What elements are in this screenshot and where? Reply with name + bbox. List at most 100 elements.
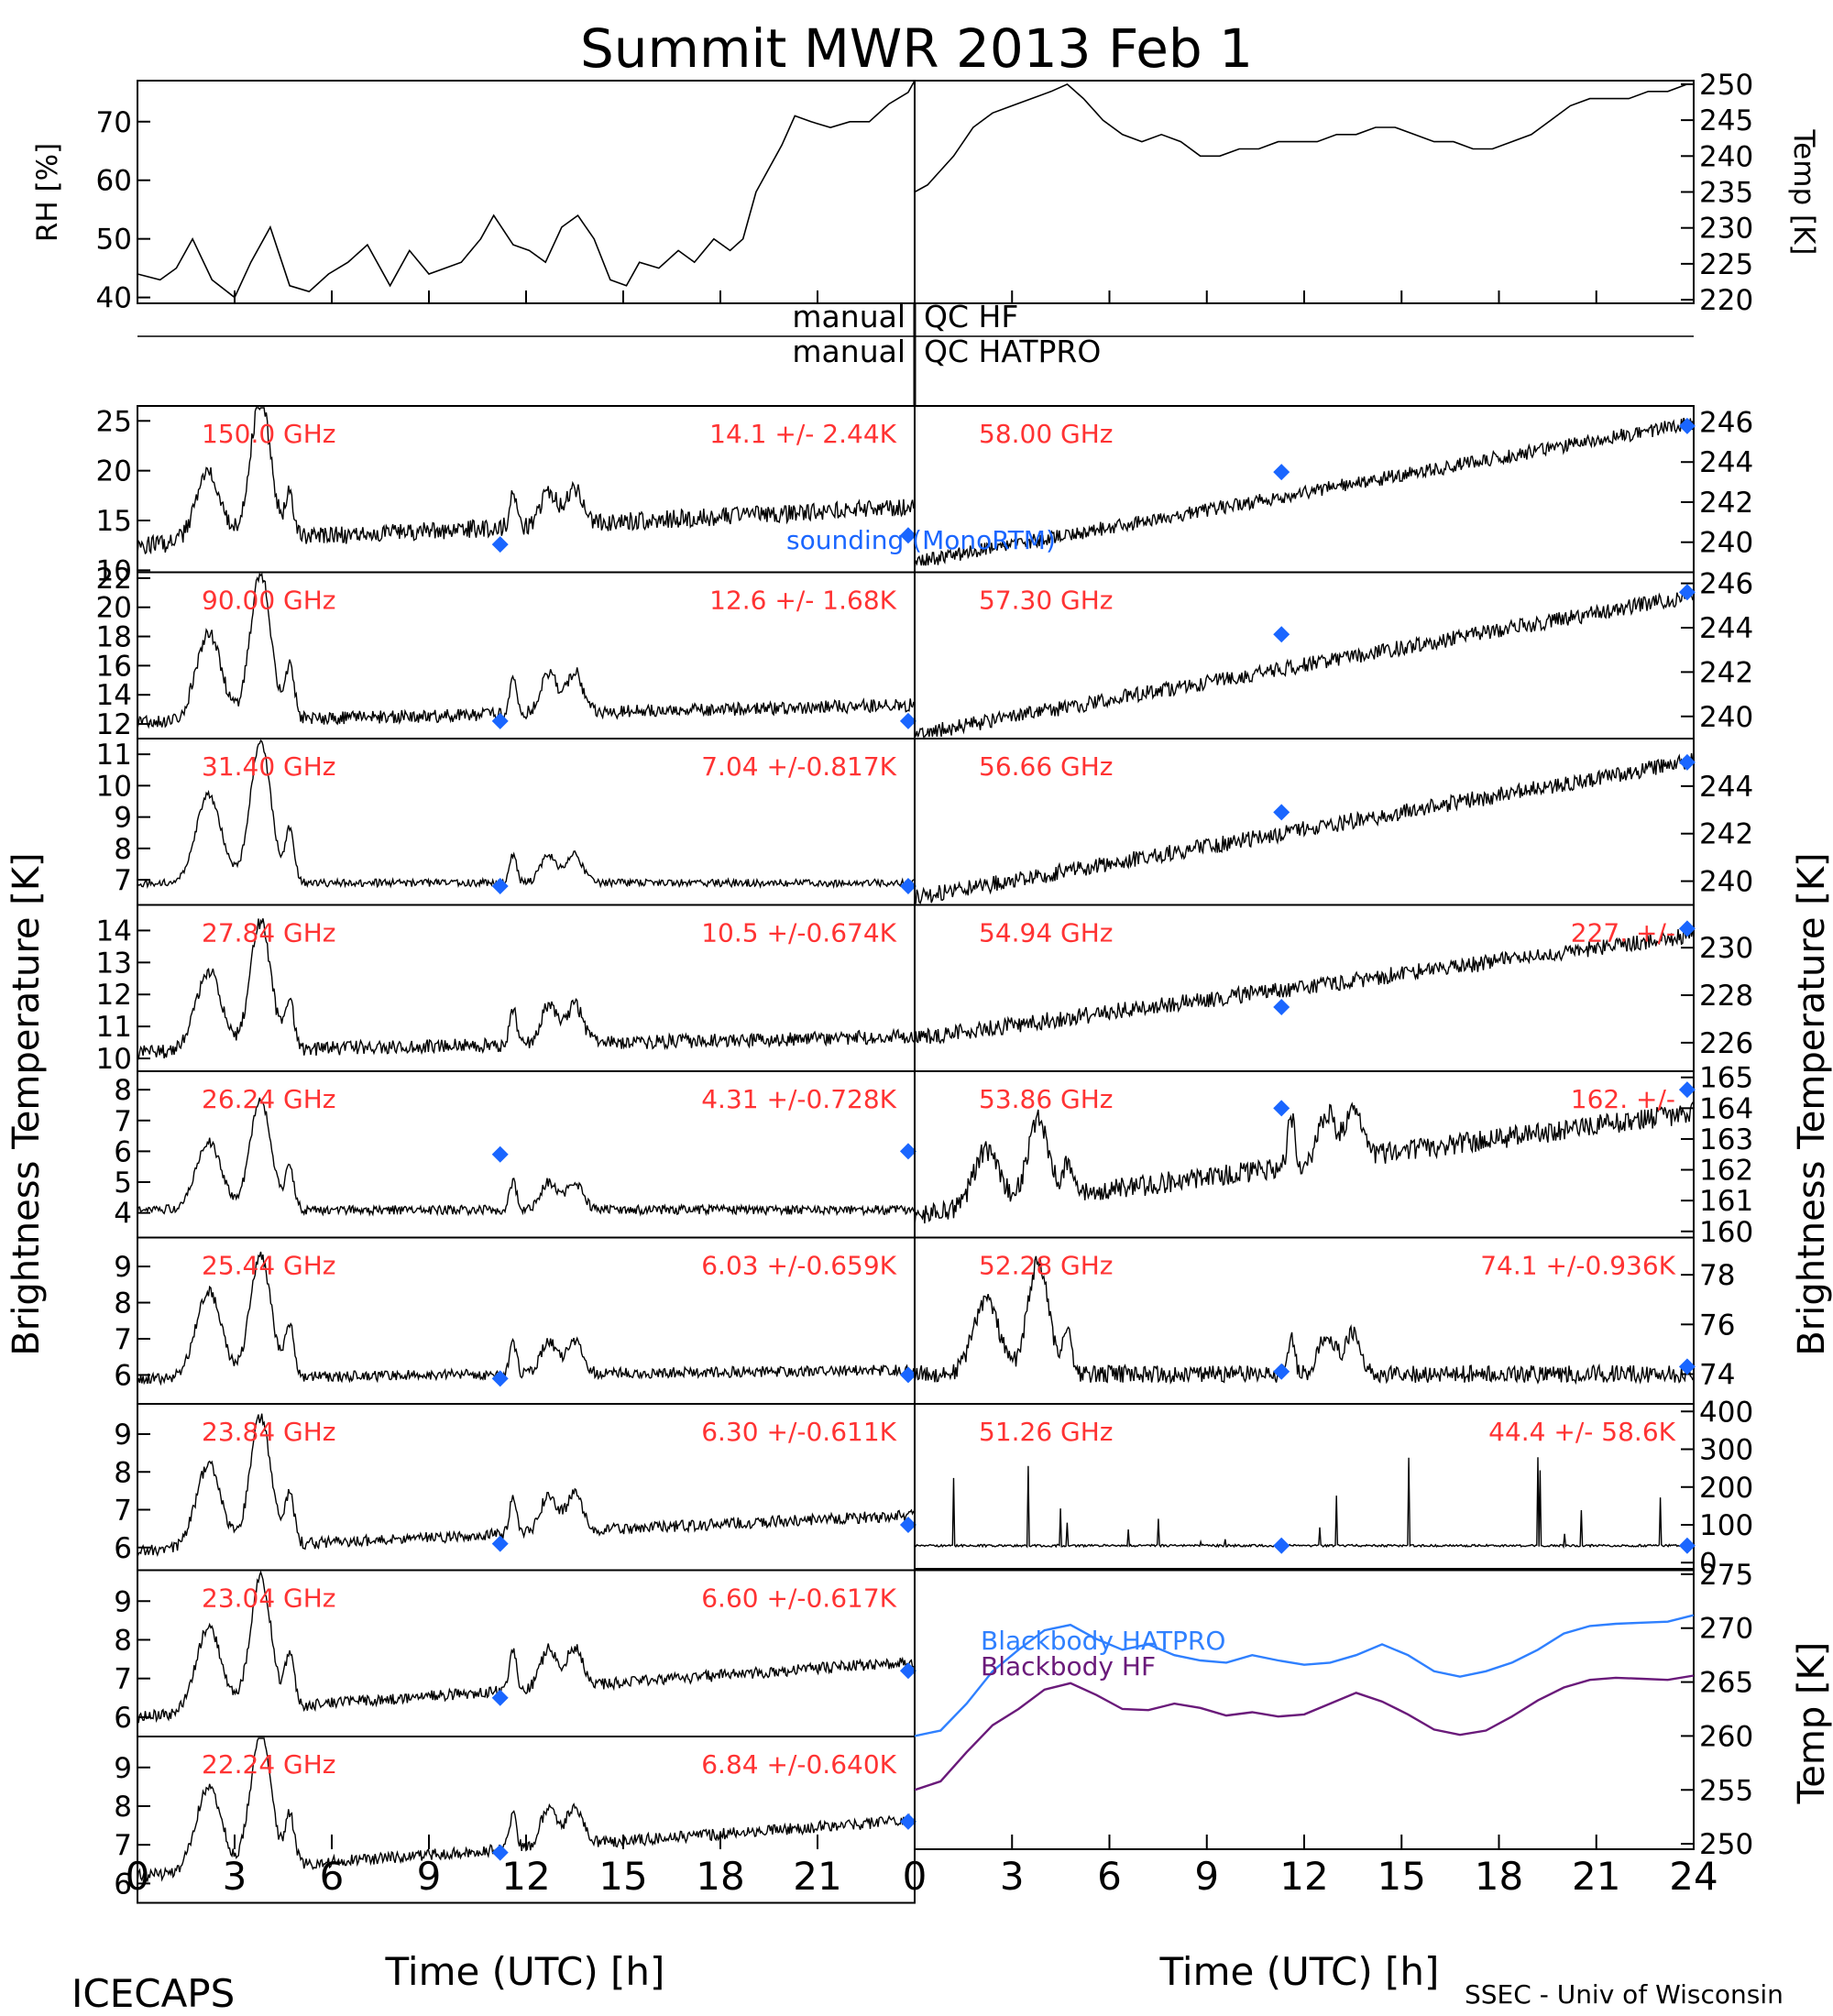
rh-panel: 40 50 60 70 RH [%]	[31, 80, 916, 315]
bottom-x-axes: 0 3 6 9 12 15 18 21 0 3 6 9 12 15 18 21 24	[126, 290, 1718, 1899]
tb-right-stack: 240 242 244 246 58.00 GHz 240 242 244 246 57.30 G…	[914, 405, 1753, 1580]
rh-ytick-label: 50	[96, 224, 132, 257]
sounding-point	[1273, 626, 1290, 643]
temp-ytick-label: 230	[1699, 213, 1753, 246]
tb-ytick-label: 7	[114, 1663, 132, 1696]
tb-ytick-label: 244	[1699, 771, 1753, 804]
sounding-point	[1678, 417, 1696, 434]
tb-ytick-label: 10	[96, 1043, 132, 1076]
chart-title: Summit MWR 2013 Feb 1	[580, 17, 1253, 80]
tb-ytick-label: 12	[96, 979, 132, 1012]
channel-frequency-label: 23.84 GHz	[202, 1417, 336, 1447]
xtick-label: 0	[903, 1854, 927, 1899]
tb-ytick-label: 11	[96, 1011, 132, 1044]
tb-panel-2304: 6 7 8 9 23.04 GHz 6.60 +/-0.617K	[114, 1569, 916, 1737]
xtick-label: 24	[1669, 1854, 1718, 1899]
sounding-point	[1273, 464, 1290, 481]
qc-hf-right: QC HF	[924, 299, 1018, 334]
xtick-label: 18	[696, 1854, 744, 1899]
tb-ytick-label: 161	[1699, 1185, 1753, 1218]
channel-stat-label: 6.30 +/-0.611K	[701, 1417, 896, 1447]
blackbody-hatpro-line	[914, 1614, 1695, 1737]
channel-stat-label: 6.84 +/-0.640K	[701, 1749, 896, 1780]
xtick-label: 9	[417, 1854, 442, 1899]
sounding-point	[491, 1370, 509, 1387]
tb-ytick-label: 230	[1699, 932, 1753, 965]
channel-frequency-label: 27.84 GHz	[202, 918, 336, 948]
tb-panel-2224: 6 7 8 9 22.24 GHz 6.84 +/-0.640K	[114, 1736, 916, 1904]
sounding-point	[491, 877, 509, 894]
sounding-label: sounding (MonoRTM)	[786, 525, 1056, 555]
sounding-point	[899, 877, 916, 894]
tb-ytick-label: 7	[114, 1829, 132, 1862]
tb-ytick-label: 78	[1699, 1259, 1735, 1292]
sounding-point	[899, 1143, 916, 1160]
channel-frequency-label: 54.94 GHz	[979, 918, 1114, 948]
tb-panel-1500: 10 15 20 25 150.0 GHz 14.1 +/- 2.44K	[96, 405, 916, 587]
sounding-point	[899, 1813, 916, 1830]
xtick-label: 12	[1279, 1854, 1328, 1899]
channel-frequency-label: 58.00 GHz	[979, 419, 1114, 449]
bb-ytick-label: 270	[1699, 1613, 1753, 1646]
xtick-label: 3	[1000, 1854, 1025, 1899]
temp-ytick-label: 240	[1699, 140, 1753, 173]
tb-ytick-label: 160	[1699, 1216, 1753, 1249]
tb-ytick-label: 9	[114, 1251, 132, 1284]
blackbody-hf-line	[914, 1674, 1695, 1791]
tb-ytick-label: 246	[1699, 568, 1753, 601]
footer-credit: SSEC - Univ of Wisconsin	[1465, 1979, 1784, 2010]
channel-stat-label: 12.6 +/- 1.68K	[709, 586, 896, 616]
tb-trace	[137, 407, 916, 555]
channel-frequency-label: 25.44 GHz	[202, 1251, 336, 1281]
channel-stat-label: 14.1 +/- 2.44K	[709, 419, 896, 449]
legend-blackbody-hatpro: Blackbody HATPRO	[981, 1626, 1225, 1656]
tb-trace	[137, 739, 916, 890]
bb-axis-label: Temp [K]	[1791, 1642, 1833, 1805]
channel-stat-label: 44.4 +/- 58.6K	[1488, 1417, 1675, 1447]
bb-ytick-label: 265	[1699, 1667, 1753, 1700]
tb-ytick-label: 10	[96, 770, 132, 803]
tb-ytick-label: 6	[114, 1359, 132, 1392]
channel-stat-label: 162. +/-	[1571, 1084, 1675, 1114]
tb-ytick-label: 5	[114, 1167, 132, 1200]
tb-ytick-label: 400	[1699, 1396, 1753, 1429]
tb-ytick-label: 7	[114, 1323, 132, 1356]
temp-ytick-label: 220	[1699, 284, 1753, 317]
channel-stat-label: 7.04 +/-0.817K	[701, 751, 896, 782]
sounding-point	[491, 1535, 509, 1552]
sounding-point	[491, 536, 509, 553]
tb-ytick-label: 6	[114, 1532, 132, 1565]
tb-panel-5228: 74 76 78 52.28 GHz 74.1 +/-0.936K	[914, 1236, 1735, 1405]
temp-ytick-label: 225	[1699, 248, 1753, 281]
sounding-label-text: sounding (MonoRTM)	[786, 525, 1056, 555]
tb-ytick-label: 9	[114, 1752, 132, 1785]
bt-axis-label-left: Brightness Temperature [K]	[5, 852, 48, 1355]
channel-frequency-label: 22.24 GHz	[202, 1749, 336, 1780]
bb-ytick-label: 260	[1699, 1720, 1753, 1753]
tb-ytick-label: 240	[1699, 866, 1753, 899]
tb-trace	[137, 918, 916, 1060]
qc-hatpro-right: QC HATPRO	[924, 334, 1101, 369]
channel-frequency-label: 31.40 GHz	[202, 751, 336, 782]
tb-trace	[137, 1570, 916, 1724]
tb-panel-5126: 0 100 200 300 400 51.26 GHz 44.4 +/- 58.6K	[914, 1396, 1753, 1580]
rh-series-line	[137, 80, 916, 299]
tb-ytick-label: 226	[1699, 1027, 1753, 1060]
tb-ytick-label: 12	[96, 708, 132, 741]
sounding-point	[1678, 1358, 1696, 1375]
tb-ytick-label: 20	[96, 455, 132, 488]
tb-trace	[137, 1251, 916, 1386]
tb-trace	[914, 1255, 1695, 1386]
sounding-point	[1273, 1363, 1290, 1380]
tb-ytick-label: 240	[1699, 527, 1753, 560]
qc-hatpro-left: manual	[792, 334, 906, 369]
sounding-point	[491, 1689, 509, 1706]
tb-ytick-label: 14	[96, 679, 132, 712]
rh-axis-label: RH [%]	[31, 143, 64, 242]
sounding-point	[899, 712, 916, 729]
tb-ytick-label: 8	[114, 833, 132, 866]
tb-trace	[914, 1101, 1695, 1227]
sounding-point	[1273, 1100, 1290, 1117]
